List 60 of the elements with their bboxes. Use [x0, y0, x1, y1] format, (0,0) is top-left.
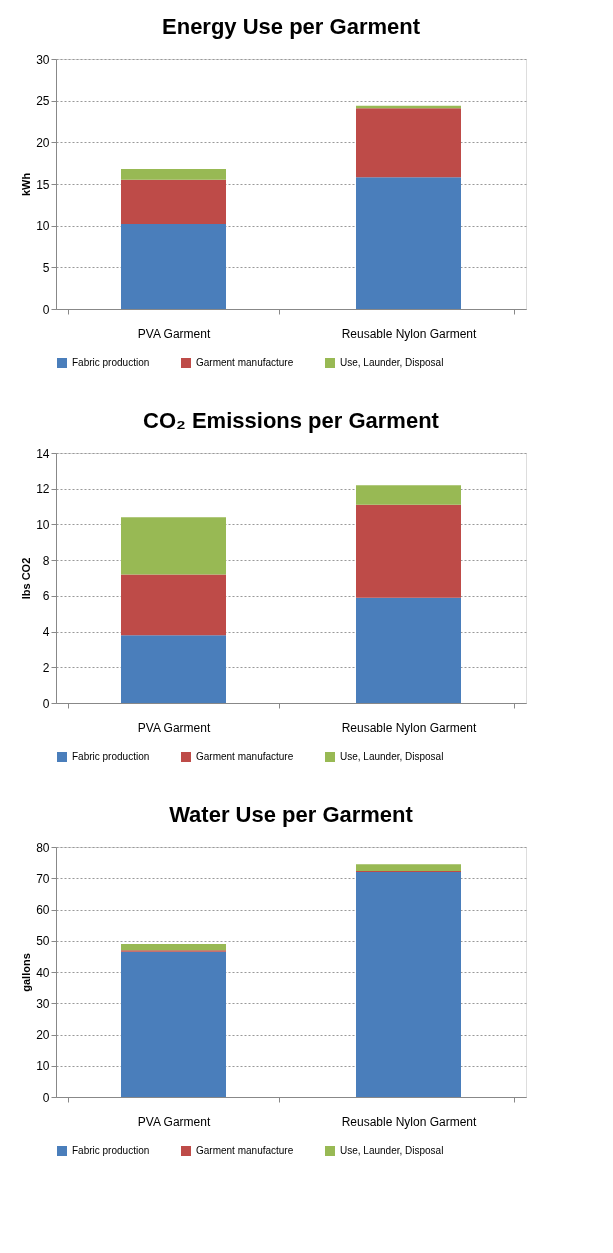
- x-tick-label: PVA Garment: [137, 720, 211, 735]
- bar: [121, 943, 226, 951]
- bar: [121, 179, 226, 224]
- y-tick-label: 20: [36, 135, 50, 150]
- legend-label: Fabric production: [72, 751, 150, 762]
- y-tick-label: 0: [42, 1090, 50, 1105]
- y-tick-label: 10: [36, 1059, 50, 1074]
- bar: [121, 635, 226, 703]
- x-tick-label: Reusable Nylon Garment: [341, 720, 478, 735]
- bar: [121, 224, 226, 309]
- bar: [356, 177, 461, 309]
- y-axis-title: lbs CO2: [20, 557, 33, 600]
- y-tick-label: 5: [42, 260, 50, 275]
- x-tick-label: PVA Garment: [137, 1114, 211, 1129]
- y-tick-label: 4: [42, 625, 50, 640]
- bar: [356, 108, 461, 178]
- x-tick-label: Reusable Nylon Garment: [341, 326, 478, 341]
- x-tick-label: Reusable Nylon Garment: [341, 1114, 478, 1129]
- y-tick-label: 40: [36, 965, 50, 980]
- legend-label: Use, Launder, Disposal: [340, 1145, 444, 1156]
- chart-title: Energy Use per Garment: [162, 14, 421, 39]
- y-tick-label: 80: [36, 840, 50, 855]
- legend-label: Garment manufacture: [196, 1145, 294, 1156]
- bar: [356, 597, 461, 703]
- bar: [356, 485, 461, 505]
- legend-label: Fabric production: [72, 1145, 150, 1156]
- y-tick-label: 60: [36, 903, 50, 917]
- y-tick-label: 15: [36, 177, 50, 192]
- y-tick-label: 50: [36, 934, 50, 949]
- y-tick-label: 14: [36, 446, 50, 461]
- chart-title: Water Use per Garment: [169, 802, 414, 827]
- y-tick-label: 70: [36, 871, 50, 886]
- y-tick-label: 30: [36, 996, 50, 1011]
- bar: [121, 517, 226, 575]
- bar: [356, 872, 461, 1097]
- y-tick-label: 20: [36, 1028, 50, 1042]
- bar: [356, 864, 461, 872]
- y-tick-label: 8: [42, 553, 50, 568]
- x-tick-label: PVA Garment: [137, 326, 211, 341]
- legend-label: Garment manufacture: [196, 751, 294, 762]
- y-tick-label: 0: [42, 696, 50, 711]
- legend-label: Use, Launder, Disposal: [340, 357, 444, 368]
- legend-label: Garment manufacture: [196, 357, 294, 368]
- y-tick-label: 25: [36, 94, 50, 109]
- legend-label: Fabric production: [72, 357, 150, 368]
- bar: [121, 169, 226, 180]
- bar: [121, 574, 226, 636]
- y-tick-label: 30: [36, 52, 50, 67]
- y-tick-label: 2: [42, 660, 50, 675]
- chart-title: CO₂ Emissions per Garment: [143, 408, 440, 433]
- y-tick-label: 10: [36, 517, 50, 532]
- bar: [356, 504, 461, 598]
- y-tick-label: 12: [36, 482, 50, 497]
- y-tick-label: 6: [42, 589, 50, 604]
- y-tick-label: 0: [42, 302, 50, 317]
- bar: [121, 951, 226, 1097]
- y-tick-label: 10: [36, 219, 50, 234]
- y-axis-title: gallons: [20, 953, 33, 992]
- y-axis-title: kWh: [20, 172, 33, 197]
- legend-label: Use, Launder, Disposal: [340, 751, 444, 762]
